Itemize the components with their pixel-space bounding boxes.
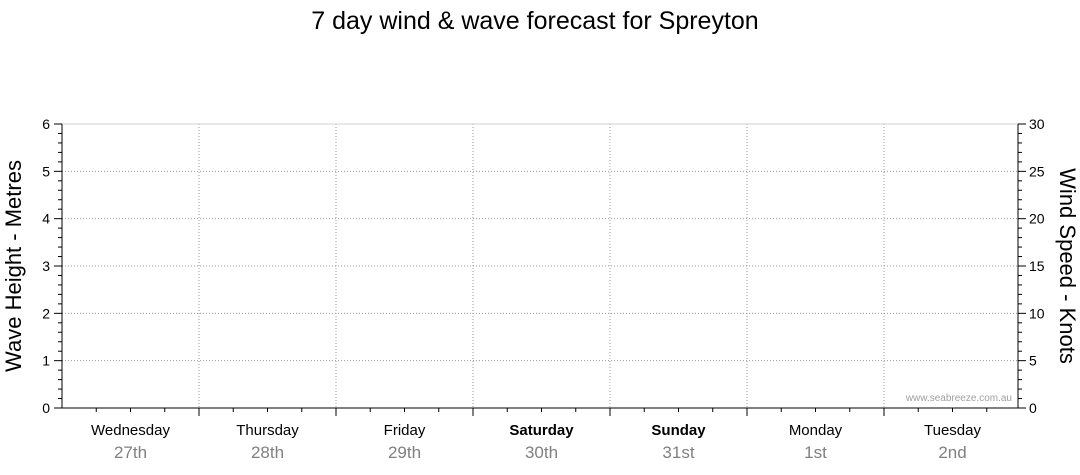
horizontal-gridlines xyxy=(62,170,1018,362)
day-label-date: 1st xyxy=(804,443,827,462)
day-label-name: Sunday xyxy=(651,422,706,439)
right-axis-ticks: 0 5 10 15 20 25 30 xyxy=(1018,116,1045,416)
left-axis-ticks: 0 1 2 3 4 5 6 xyxy=(42,116,62,416)
right-tick-label: 5 xyxy=(1029,353,1037,369)
right-tick-label: 25 xyxy=(1029,163,1045,179)
day-label-name: Friday xyxy=(384,422,426,439)
day-label-date: 27th xyxy=(114,443,147,462)
day-label-date: 28th xyxy=(251,443,284,462)
day-label-date: 2nd xyxy=(938,443,966,462)
right-tick-label: 10 xyxy=(1029,305,1045,321)
left-tick-label: 3 xyxy=(42,258,50,274)
left-tick-label: 1 xyxy=(42,353,50,369)
left-tick-label: 0 xyxy=(42,400,50,416)
left-tick-label: 2 xyxy=(42,305,50,321)
chart-title: 7 day wind & wave forecast for Spreyton xyxy=(311,7,758,35)
right-tick-label: 20 xyxy=(1029,211,1045,227)
left-tick-label: 5 xyxy=(42,163,50,179)
day-label-name: Thursday xyxy=(236,422,299,439)
day-label-date: 30th xyxy=(525,443,558,462)
day-label-name: Saturday xyxy=(509,422,574,439)
left-tick-label: 6 xyxy=(42,116,50,132)
day-label-name: Wednesday xyxy=(91,422,170,439)
right-tick-label: 30 xyxy=(1029,116,1045,132)
plot-area xyxy=(61,123,1019,409)
day-label-name: Tuesday xyxy=(924,422,981,439)
vertical-gridlines xyxy=(198,124,885,408)
left-axis-title: Wave Height - Metres xyxy=(1,160,26,372)
x-axis-ticks xyxy=(95,408,988,416)
right-tick-label: 0 xyxy=(1029,400,1037,416)
day-label-date: 31st xyxy=(662,443,694,462)
day-label-name: Monday xyxy=(789,422,843,439)
x-axis-day-labels: Wednesday 27th Thursday 28th Friday 29th Satur… xyxy=(91,422,981,462)
left-tick-label: 4 xyxy=(42,211,50,227)
watermark: www.seabreeze.com.au xyxy=(905,393,1012,404)
right-tick-label: 15 xyxy=(1029,258,1045,274)
day-label-date: 29th xyxy=(388,443,421,462)
right-axis-title: Wind Speed - Knots xyxy=(1055,168,1080,364)
